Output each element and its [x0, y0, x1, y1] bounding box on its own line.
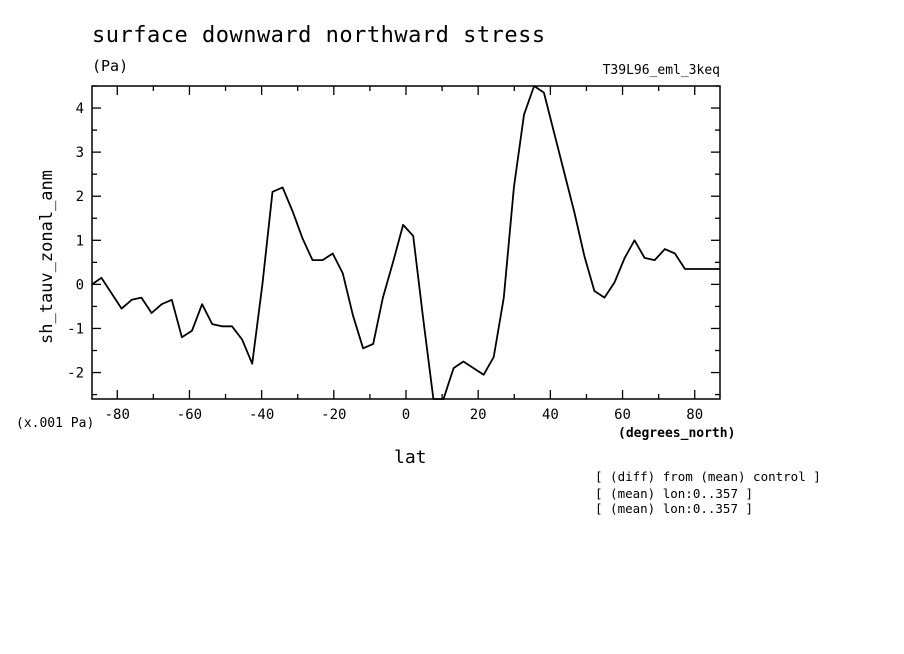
y-ticks: -2 -1 0 1 2 3 4: [67, 85, 720, 396]
y-tick-label: 0: [76, 277, 84, 293]
x-tick-label: -40: [249, 407, 274, 423]
x-tick-label: 40: [542, 407, 559, 423]
y-tick-label: -2: [67, 366, 84, 382]
y-tick-label: 4: [76, 101, 84, 117]
y-tick-label: 2: [76, 189, 84, 205]
x-tick-label: 60: [614, 407, 631, 423]
note-mean-lon-1: [ (mean) lon:0..357 ]: [595, 486, 754, 501]
y-tick-label: 3: [76, 145, 84, 161]
chart-title: surface downward northward stress: [92, 23, 546, 48]
scale-label: (x.001 Pa): [16, 416, 95, 431]
units-label: (Pa): [92, 57, 129, 75]
x-tick-label: -60: [177, 407, 202, 423]
run-label: T39L96_eml_3keq: [602, 63, 720, 78]
y-tick-label: -1: [67, 321, 84, 337]
note-mean-lon-2: [ (mean) lon:0..357 ]: [595, 501, 754, 516]
data-line: [91, 85, 720, 400]
y-tick-label: 1: [76, 233, 84, 249]
x-ticks: -80 -60 -40 -20 0 20 40 60 80: [105, 86, 703, 423]
plot-frame: [91, 85, 721, 400]
x-tick-label: 0: [402, 407, 410, 423]
x-tick-label: 80: [686, 407, 703, 423]
x-tick-label: -20: [321, 407, 346, 423]
x-unit-label: (degrees_north): [618, 426, 736, 441]
x-tick-label: -80: [105, 407, 130, 423]
note-diff: [ (diff) from (mean) control ]: [595, 469, 821, 484]
x-tick-label: 20: [470, 407, 487, 423]
x-axis-label: lat: [394, 447, 427, 468]
